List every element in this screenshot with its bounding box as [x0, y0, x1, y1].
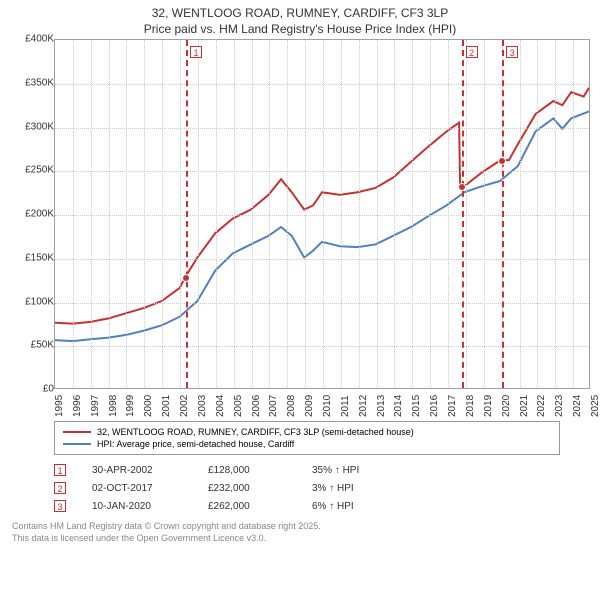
- reference-marker-box: 2: [466, 46, 478, 58]
- legend-item: 32, WENTLOOG ROAD, RUMNEY, CARDIFF, CF3 …: [63, 426, 551, 438]
- price-marker: [498, 157, 506, 165]
- gridline-h: [55, 259, 589, 260]
- attribution-line-2: This data is licensed under the Open Gov…: [12, 533, 588, 545]
- legend-swatch: [63, 431, 91, 433]
- gridline-v: [234, 40, 235, 388]
- legend: 32, WENTLOOG ROAD, RUMNEY, CARDIFF, CF3 …: [54, 421, 560, 455]
- ref-table-pct: 35% ↑ HPI: [312, 465, 402, 476]
- gridline-v: [252, 40, 253, 388]
- gridline-v: [394, 40, 395, 388]
- x-tick-label: 2025: [590, 395, 600, 417]
- gridline-v: [216, 40, 217, 388]
- gridline-h: [55, 128, 589, 129]
- ref-table-date: 30-APR-2002: [92, 465, 182, 476]
- gridline-v: [126, 40, 127, 388]
- y-tick-label: £0: [10, 384, 54, 395]
- y-tick-label: £200K: [10, 209, 54, 220]
- price-marker: [182, 274, 190, 282]
- gridline-v: [377, 40, 378, 388]
- gridline-v: [555, 40, 556, 388]
- gridline-v: [180, 40, 181, 388]
- gridline-v: [269, 40, 270, 388]
- gridline-v: [484, 40, 485, 388]
- chart-area: £0£50K£100K£150K£200K£250K£300K£350K£400…: [30, 39, 590, 417]
- title-block: 32, WENTLOOG ROAD, RUMNEY, CARDIFF, CF3 …: [0, 0, 600, 39]
- ref-table-row: 1 30-APR-2002 £128,000 35% ↑ HPI: [54, 461, 560, 479]
- gridline-v: [448, 40, 449, 388]
- chart-container: 32, WENTLOOG ROAD, RUMNEY, CARDIFF, CF3 …: [0, 0, 600, 590]
- gridline-v: [430, 40, 431, 388]
- legend-label: HPI: Average price, semi-detached house,…: [97, 439, 294, 449]
- y-tick-label: £100K: [10, 296, 54, 307]
- reference-marker-box: 1: [190, 46, 202, 58]
- gridline-v: [73, 40, 74, 388]
- y-tick-label: £250K: [10, 165, 54, 176]
- title-line-1: 32, WENTLOOG ROAD, RUMNEY, CARDIFF, CF3 …: [0, 6, 600, 22]
- y-tick-label: £400K: [10, 34, 54, 45]
- gridline-v: [537, 40, 538, 388]
- ref-table-num: 2: [54, 482, 66, 494]
- y-tick-label: £150K: [10, 252, 54, 263]
- reference-line: [462, 40, 464, 388]
- reference-line: [502, 40, 504, 388]
- gridline-v: [412, 40, 413, 388]
- attribution-line-1: Contains HM Land Registry data © Crown c…: [12, 521, 588, 533]
- chart-svg: [55, 40, 589, 388]
- gridline-h: [55, 303, 589, 304]
- series-line-property: [55, 88, 589, 324]
- gridline-v: [109, 40, 110, 388]
- gridline-h: [55, 346, 589, 347]
- gridline-v: [323, 40, 324, 388]
- ref-table-price: £262,000: [208, 501, 286, 512]
- gridline-v: [91, 40, 92, 388]
- gridline-h: [55, 84, 589, 85]
- ref-table-price: £128,000: [208, 465, 286, 476]
- gridline-v: [341, 40, 342, 388]
- gridline-v: [287, 40, 288, 388]
- gridline-v: [305, 40, 306, 388]
- legend-item: HPI: Average price, semi-detached house,…: [63, 438, 551, 450]
- gridline-v: [198, 40, 199, 388]
- gridline-h: [55, 171, 589, 172]
- ref-table-pct: 6% ↑ HPI: [312, 501, 402, 512]
- series-line-hpi: [55, 112, 589, 342]
- ref-table-row: 2 02-OCT-2017 £232,000 3% ↑ HPI: [54, 479, 560, 497]
- ref-table-price: £232,000: [208, 483, 286, 494]
- title-line-2: Price paid vs. HM Land Registry's House …: [0, 22, 600, 38]
- gridline-v: [359, 40, 360, 388]
- reference-line: [186, 40, 188, 388]
- gridline-v: [466, 40, 467, 388]
- ref-table-row: 3 10-JAN-2020 £262,000 6% ↑ HPI: [54, 497, 560, 515]
- y-tick-label: £50K: [10, 340, 54, 351]
- reference-table: 1 30-APR-2002 £128,000 35% ↑ HPI 2 02-OCT-201…: [54, 461, 560, 515]
- gridline-h: [55, 215, 589, 216]
- gridline-v: [520, 40, 521, 388]
- legend-label: 32, WENTLOOG ROAD, RUMNEY, CARDIFF, CF3 …: [97, 427, 414, 437]
- price-marker: [458, 183, 466, 191]
- gridline-v: [162, 40, 163, 388]
- gridline-v: [144, 40, 145, 388]
- y-tick-label: £350K: [10, 77, 54, 88]
- ref-table-date: 10-JAN-2020: [92, 501, 182, 512]
- ref-table-date: 02-OCT-2017: [92, 483, 182, 494]
- legend-swatch: [63, 443, 91, 445]
- gridline-v: [573, 40, 574, 388]
- plot-region: 1 2 3: [54, 39, 590, 389]
- ref-table-num: 1: [54, 464, 66, 476]
- reference-marker-box: 3: [506, 46, 518, 58]
- y-tick-label: £300K: [10, 121, 54, 132]
- ref-table-num: 3: [54, 500, 66, 512]
- attribution: Contains HM Land Registry data © Crown c…: [12, 521, 588, 544]
- ref-table-pct: 3% ↑ HPI: [312, 483, 402, 494]
